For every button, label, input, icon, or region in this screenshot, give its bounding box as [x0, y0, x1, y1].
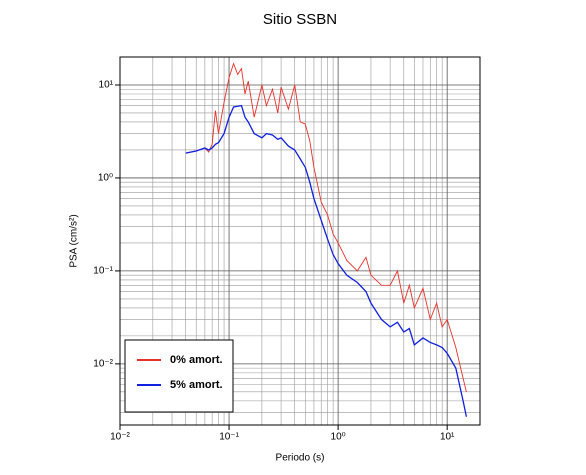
- chart-title: Sitio SSBN: [263, 11, 337, 28]
- x-tick-label: 10⁰: [331, 432, 346, 443]
- y-tick-label: 10¹: [99, 80, 114, 91]
- x-tick-label: 10¹: [440, 432, 455, 443]
- x-tick-label: 10⁻²: [110, 432, 130, 443]
- data-line: [185, 104, 468, 417]
- x-axis-label: Periodo (s): [276, 453, 325, 464]
- y-axis-label: PSA (cm/s²): [69, 214, 80, 267]
- plot-frame: [119, 56, 481, 426]
- legend-label: 0% amort.: [170, 354, 223, 366]
- y-tick-label: 10⁰: [98, 173, 113, 184]
- y-tick-label: 10⁻²: [93, 359, 113, 370]
- legend-box: [124, 339, 234, 413]
- legend-label: 5% amort.: [170, 379, 223, 391]
- x-tick-label: 10⁻¹: [219, 432, 239, 443]
- y-tick-label: 10⁻¹: [93, 266, 113, 277]
- data-line: [185, 62, 467, 392]
